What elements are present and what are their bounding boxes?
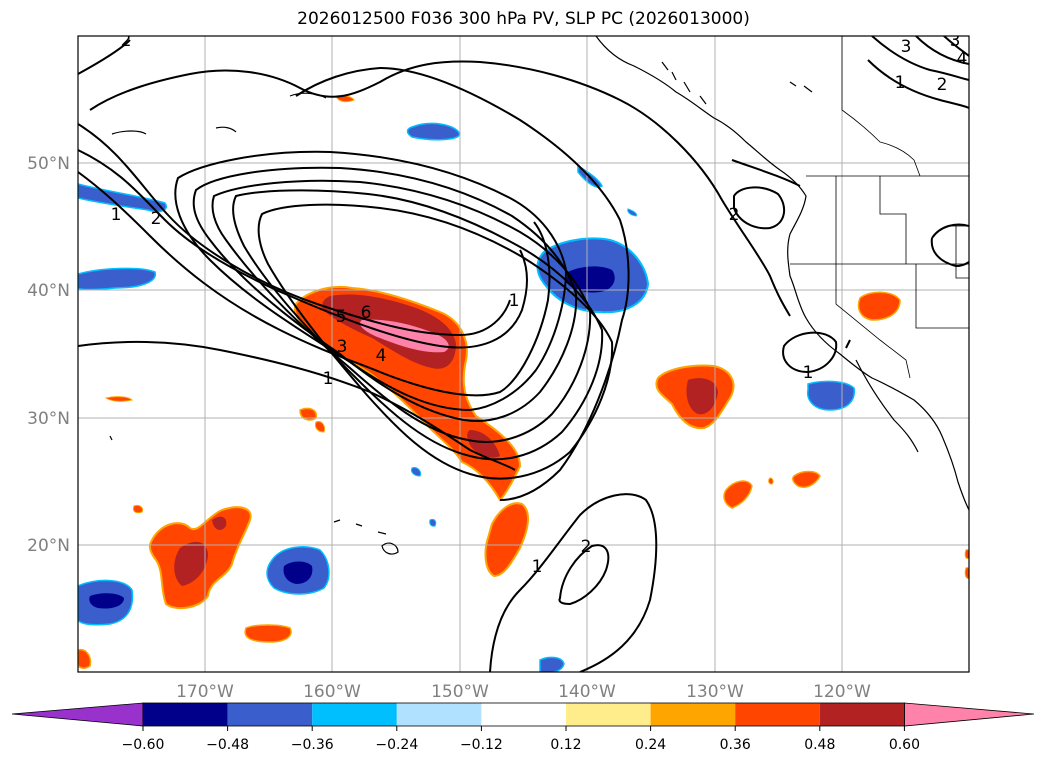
- colorbar-tick-label: −0.24: [375, 737, 418, 753]
- colorbar-bin: [312, 703, 397, 726]
- contour-label: 1: [803, 363, 814, 383]
- colorbar-outline: [142, 702, 905, 727]
- lat-labels: 50°N 40°N 30°N 20°N: [27, 154, 70, 556]
- colorbar-tick-label: 0.12: [550, 737, 581, 753]
- contour-label: 4: [957, 49, 968, 69]
- colorbar-bin: [396, 703, 482, 726]
- contour-label: 2: [151, 209, 162, 229]
- state-borders: [790, 36, 969, 379]
- colorbar-tick-label: −0.12: [460, 737, 503, 753]
- contour-labels: 1 2 1 2 3 4 5 6 1 1 2 1 2 1 3 4 3 2: [111, 31, 968, 577]
- colorbar-tick-label: −0.48: [206, 737, 249, 753]
- colorbar-tick-label: −0.36: [291, 737, 334, 753]
- lat-label-40n: 40°N: [27, 281, 70, 301]
- colorbar-extend-low: [11, 702, 144, 727]
- contour-label: 2: [937, 75, 948, 95]
- colorbar-tick-label: 0.48: [804, 737, 835, 753]
- contour-label: 2: [121, 31, 132, 51]
- contour-label: 1: [323, 369, 334, 389]
- gridlines: [78, 36, 969, 672]
- lon-label-160w: 160°W: [303, 682, 361, 702]
- pv-fill-negative: [78, 122, 856, 672]
- contour-label: 6: [361, 303, 372, 323]
- contour-label: 3: [337, 337, 348, 357]
- colorbar-tick-label: −0.60: [122, 737, 165, 753]
- lon-labels: 170°W 160°W 150°W 140°W 130°W 120°W: [176, 682, 871, 702]
- colorbar-bin: [735, 703, 820, 726]
- contour-label: 4: [376, 346, 387, 366]
- colorbar-bin: [481, 703, 566, 726]
- lon-label-140w: 140°W: [558, 682, 616, 702]
- colorbar-bin: [566, 703, 651, 726]
- contour-label: 1: [509, 291, 520, 311]
- colorbar-bin: [143, 703, 228, 726]
- contour-label: 3: [901, 37, 912, 57]
- colorbar-bin: [650, 703, 736, 726]
- colorbar-tick-label: 0.24: [635, 737, 666, 753]
- colorbar-bin: [227, 703, 313, 726]
- contour-label: 2: [581, 537, 592, 557]
- lat-label-20n: 20°N: [27, 536, 70, 556]
- coastlines: [109, 36, 969, 555]
- map-frame: [77, 35, 970, 673]
- colorbar-tick-label: 0.60: [889, 737, 920, 753]
- lon-label-120w: 120°W: [813, 682, 871, 702]
- colorbar-tick-label: 0.36: [720, 737, 751, 753]
- colorbar-extend-high: [904, 702, 1035, 727]
- lat-label-30n: 30°N: [27, 409, 70, 429]
- contour-label: 2: [729, 205, 740, 225]
- contour-label: 5: [336, 307, 347, 327]
- contour-label: 3: [950, 31, 961, 51]
- lat-label-50n: 50°N: [27, 154, 70, 174]
- slp-contours: [78, 36, 969, 672]
- lon-label-150w: 150°W: [431, 682, 489, 702]
- map-title: 2026012500 F036 300 hPa PV, SLP PC (2026…: [297, 9, 750, 29]
- colorbar-bin: [819, 703, 905, 726]
- contour-label: 1: [111, 205, 122, 225]
- contour-label: 1: [532, 557, 543, 577]
- lon-label-170w: 170°W: [176, 682, 234, 702]
- lon-label-130w: 130°W: [686, 682, 744, 702]
- colorbar: −0.60 −0.48 −0.36 −0.24 −0.12 0.12 0.24 …: [11, 702, 1035, 753]
- contour-label: 1: [895, 73, 906, 93]
